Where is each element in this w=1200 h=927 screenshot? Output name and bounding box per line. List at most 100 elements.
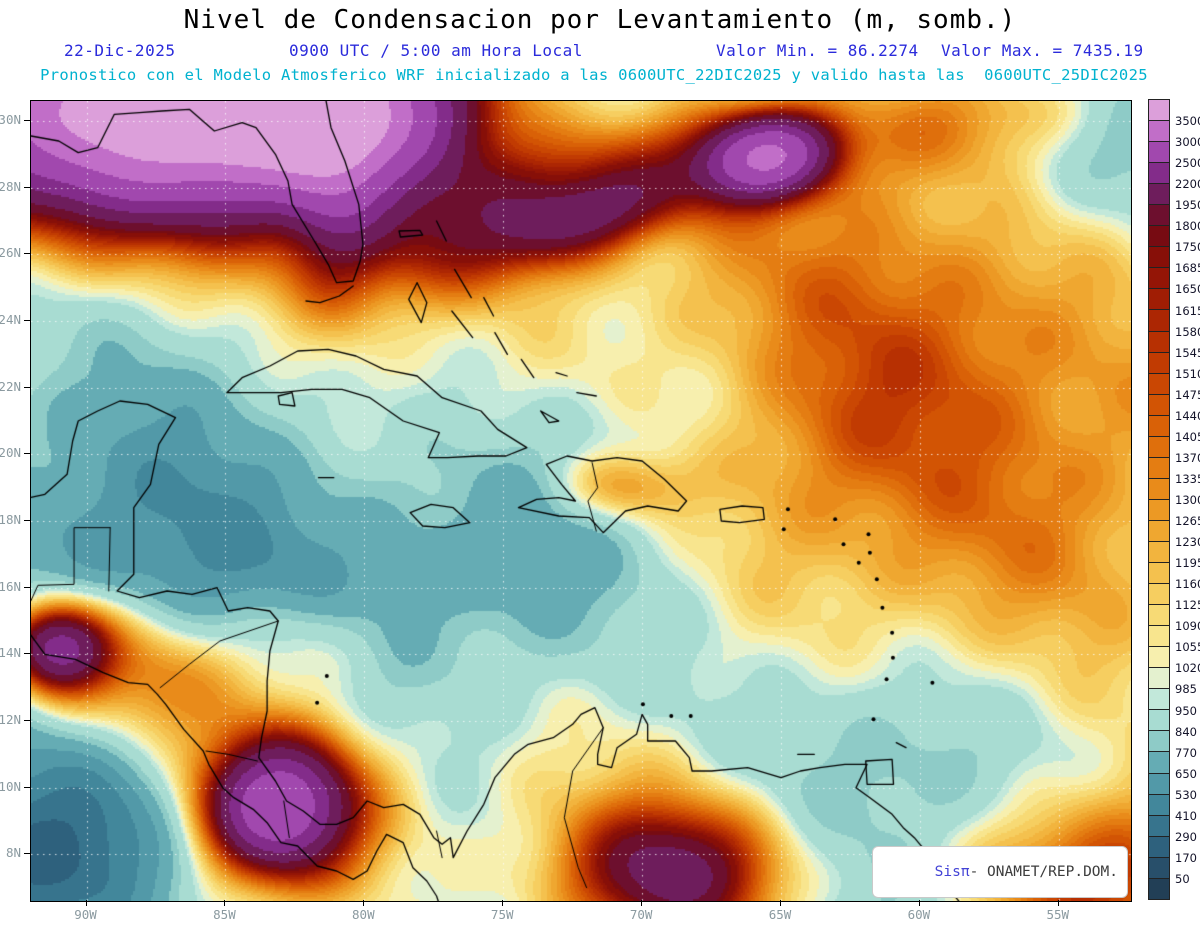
figure-title: Nivel de Condensacion por Levantamiento … xyxy=(183,5,1017,35)
colorbar-cell xyxy=(1148,688,1170,711)
lat-tick-mark xyxy=(24,720,30,721)
colorbar-cell xyxy=(1148,435,1170,458)
colorbar-level-label: 1090 xyxy=(1175,619,1200,634)
colorbar-level-label: 770 xyxy=(1175,745,1197,760)
lat-tick-label: 14N xyxy=(0,645,21,661)
lat-tick-label: 30N xyxy=(0,112,21,127)
colorbar-cell xyxy=(1148,477,1170,500)
lat-tick-label: 26N xyxy=(0,245,21,261)
forecast-note: Pronostico con el Modelo Atmosferico WRF… xyxy=(40,66,1148,84)
colorbar-level-label: 840 xyxy=(1175,724,1197,739)
colorbar-cell xyxy=(1148,604,1170,627)
map-canvas xyxy=(31,101,1131,901)
lon-tick-mark xyxy=(641,900,643,906)
lat-tick-label: 24N xyxy=(0,312,21,327)
lon-tick-mark xyxy=(1057,900,1059,906)
lat-tick-mark xyxy=(24,853,30,855)
colorbar-cell xyxy=(1148,183,1170,206)
colorbar-level-label: 1335 xyxy=(1175,471,1200,486)
colorbar-level-label: 50 xyxy=(1175,871,1190,886)
lat-tick-mark xyxy=(24,320,30,321)
colorbar-legend: 3500 3000 2500 2200 1950 1800 1750 1685 1650 1615… xyxy=(1148,99,1200,900)
lon-tick-label: 90W xyxy=(74,907,97,922)
colorbar-level-label: 2200 xyxy=(1175,177,1200,192)
lat-tick-mark xyxy=(24,186,30,188)
lat-tick-mark xyxy=(24,386,30,388)
colorbar-level-label: 1475 xyxy=(1175,387,1200,402)
value-min-label: Valor Min. = 86.2274 xyxy=(716,41,919,60)
colorbar-cell xyxy=(1148,814,1170,837)
colorbar-cell xyxy=(1148,835,1170,858)
lon-tick-mark xyxy=(918,900,920,906)
lon-tick-label: 65W xyxy=(768,907,792,922)
colorbar-level-label: 1230 xyxy=(1175,535,1200,550)
watermark: Sisπ- ONAMET/REP.DOM. xyxy=(872,846,1128,898)
longitude-axis: 90W 85W 80W 75W 70W 65W 60W 55W xyxy=(30,900,1130,927)
lon-tick-mark xyxy=(363,900,365,906)
lat-tick-mark xyxy=(24,653,30,655)
run-date: 22-Dic-2025 xyxy=(64,41,176,60)
colorbar-cell xyxy=(1148,519,1170,542)
lon-tick-label: 75W xyxy=(490,907,514,922)
lat-tick-label: 12N xyxy=(0,712,21,727)
lon-tick-mark xyxy=(85,900,87,906)
colorbar-cell xyxy=(1148,540,1170,564)
colorbar-level-label: 1300 xyxy=(1175,493,1200,507)
colorbar-cell xyxy=(1148,99,1170,122)
colorbar-level-label: 3500 xyxy=(1175,114,1200,129)
colorbar-cell xyxy=(1148,141,1170,164)
lon-tick-label: 80W xyxy=(352,907,375,922)
lat-tick-label: 28N xyxy=(0,178,21,194)
colorbar-level-label: 985 xyxy=(1175,682,1197,697)
colorbar-cell xyxy=(1148,793,1170,816)
colorbar-level-label: 1510 xyxy=(1175,366,1200,381)
lat-tick-label: 18N xyxy=(0,512,21,527)
colorbar-level-label: 1195 xyxy=(1175,556,1200,571)
colorbar-cell xyxy=(1148,204,1170,227)
colorbar-level-label: 1020 xyxy=(1175,661,1200,676)
lat-tick-label: 10N xyxy=(0,778,21,794)
lon-tick-mark xyxy=(502,900,504,906)
latitude-axis: 30N 28N 26N 24N 22N 20N 18N 16N 14N 12N 10N 8N xyxy=(0,100,30,900)
colorbar-cell xyxy=(1148,856,1170,879)
lat-tick-mark xyxy=(24,520,30,521)
colorbar-cell xyxy=(1148,330,1170,353)
colorbar-cell xyxy=(1148,372,1170,395)
colorbar-cell xyxy=(1148,646,1170,669)
colorbar-cell xyxy=(1148,162,1170,185)
colorbar-level-label: 1615 xyxy=(1175,303,1200,318)
colorbar-level-label: 950 xyxy=(1175,703,1197,718)
colorbar-level-label: 1265 xyxy=(1175,514,1200,529)
lat-tick-mark xyxy=(24,253,30,255)
colorbar-cell xyxy=(1148,288,1170,311)
colorbar-level-label: 1125 xyxy=(1175,598,1200,613)
colorbar-cell xyxy=(1148,414,1170,437)
colorbar-level-label: 1055 xyxy=(1175,640,1200,655)
colorbar-level-label: 290 xyxy=(1175,829,1197,844)
lon-tick-label: 85W xyxy=(213,907,236,922)
colorbar-cell xyxy=(1148,751,1170,774)
colorbar-level-label: 650 xyxy=(1175,766,1197,781)
colorbar-level-label: 1950 xyxy=(1175,198,1200,213)
lon-tick-mark xyxy=(780,900,781,906)
colorbar-level-label: 3000 xyxy=(1175,135,1200,150)
colorbar-level-label: 1440 xyxy=(1175,408,1200,423)
colorbar-cell xyxy=(1148,225,1170,248)
colorbar-cell xyxy=(1148,562,1170,585)
colorbar-level-label: 1750 xyxy=(1175,240,1200,255)
colorbar-cell xyxy=(1148,772,1170,795)
colorbar-cell xyxy=(1148,730,1170,753)
colorbar-cell xyxy=(1148,877,1170,900)
colorbar-cell xyxy=(1148,309,1170,332)
colorbar-cell xyxy=(1148,120,1170,143)
colorbar-cell xyxy=(1148,246,1170,269)
watermark-text: - ONAMET/REP.DOM. xyxy=(969,864,1118,880)
colorbar-level-label: 1545 xyxy=(1175,345,1200,360)
valid-time: 0900 UTC / 5:00 am Hora Local xyxy=(289,41,583,60)
colorbar-cell xyxy=(1148,667,1170,690)
lat-tick-label: 8N xyxy=(5,845,21,861)
colorbar-level-label: 1685 xyxy=(1175,261,1200,276)
lon-tick-label: 60W xyxy=(907,907,931,922)
colorbar-cell xyxy=(1148,393,1170,416)
